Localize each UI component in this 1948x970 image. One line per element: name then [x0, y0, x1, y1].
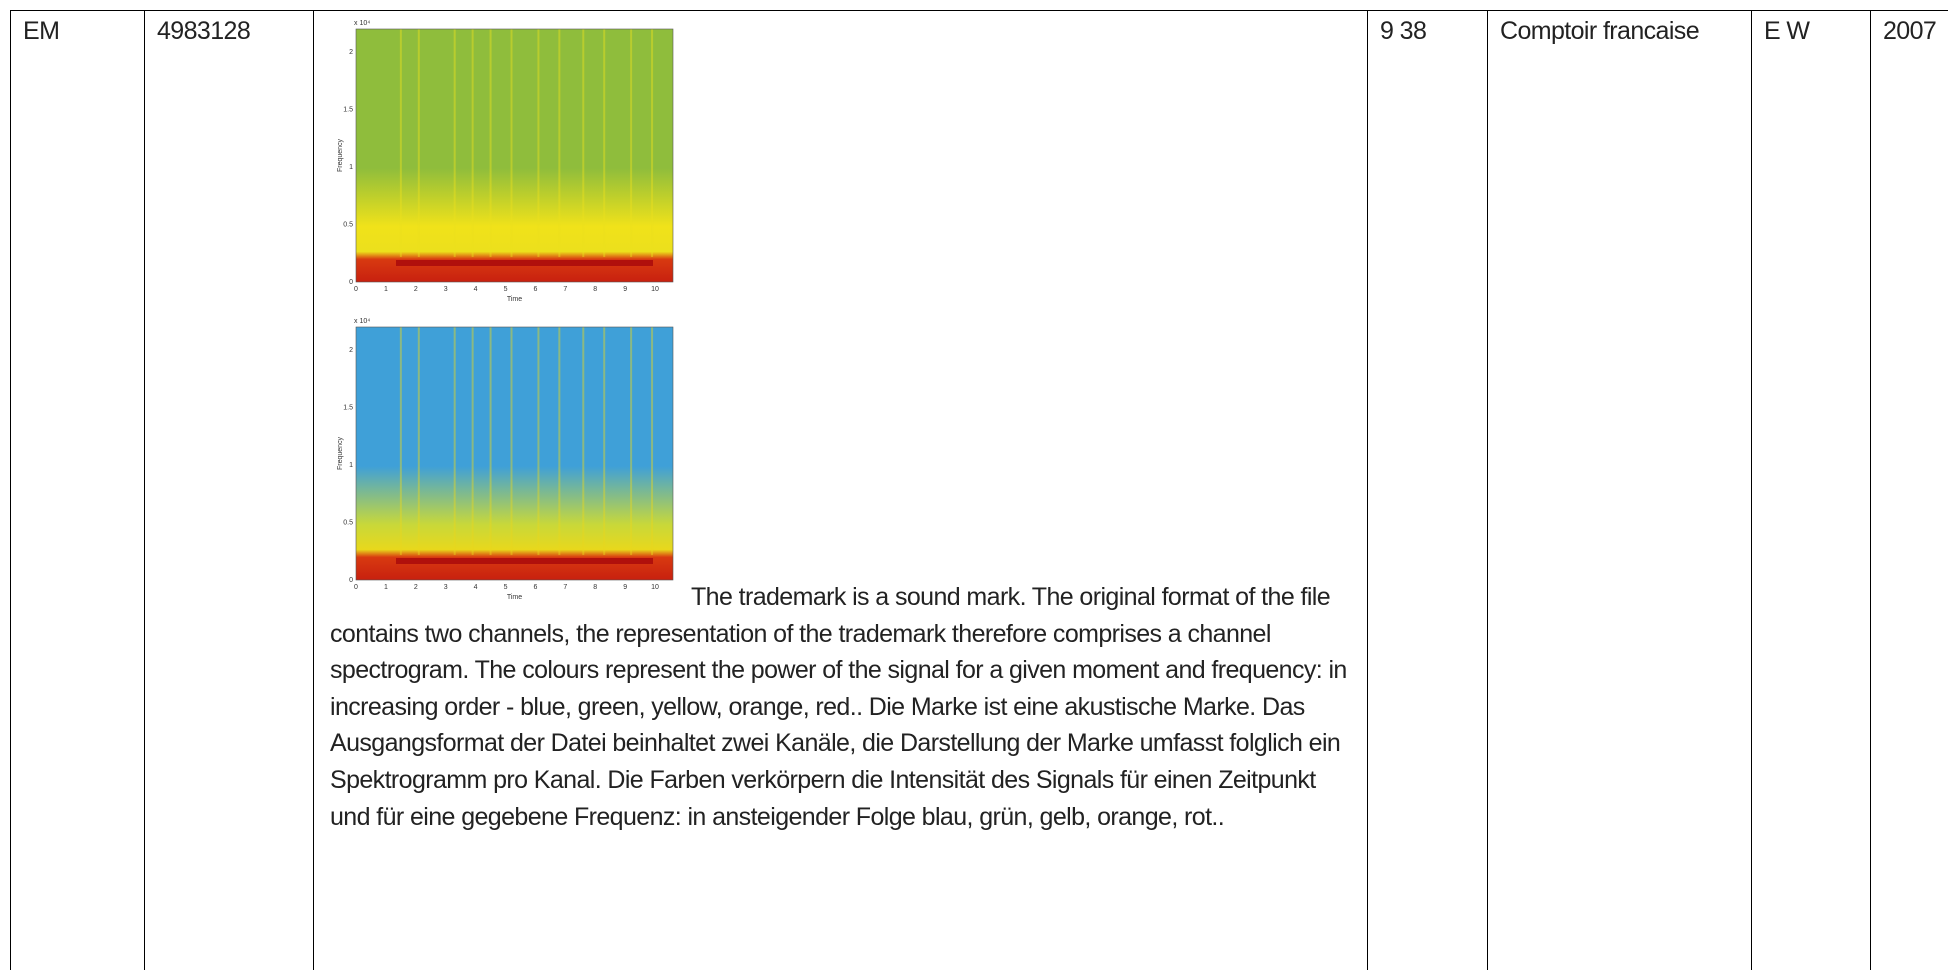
y-label: Frequency	[337, 138, 344, 172]
x-tick-label: 9	[623, 584, 627, 591]
description: The trademark is a sound mark. The origi…	[330, 583, 1347, 831]
x-tick-label: 2	[414, 584, 418, 591]
x-tick-label: 5	[504, 286, 508, 293]
y-tick-label: 0.5	[343, 222, 353, 229]
x-tick-label: 5	[504, 584, 508, 591]
exponent: x 10⁴	[354, 20, 370, 27]
exponent: x 10⁴	[354, 318, 370, 325]
year-cell: 2007	[1870, 10, 1948, 970]
x-tick-label: 8	[593, 286, 597, 293]
band	[396, 260, 653, 266]
frame	[355, 28, 674, 283]
x-label: Time	[507, 296, 522, 303]
x-tick-label: 3	[444, 286, 448, 293]
x-tick-label: 2	[414, 286, 418, 293]
x-tick-label: 6	[533, 584, 537, 591]
y-tick-label: 1	[349, 164, 353, 171]
kind-cell: EM	[10, 10, 144, 970]
y-tick-label: 2	[349, 347, 353, 354]
y-tick-label: 1.5	[343, 405, 353, 412]
x-label: Time	[507, 594, 522, 601]
y-tick-label: 0.5	[343, 520, 353, 527]
x-tick-label: 7	[563, 286, 567, 293]
y-tick-label: 2	[349, 49, 353, 56]
x-tick-label: 10	[651, 584, 659, 591]
band	[396, 558, 653, 564]
number: 4983128	[157, 17, 251, 45]
frame	[355, 326, 674, 581]
classes: 9 38	[1380, 17, 1427, 45]
x-tick-label: 0	[354, 584, 358, 591]
x-tick-label: 3	[444, 584, 448, 591]
owner-cell: Comptoir francaise	[1487, 10, 1751, 970]
owner: Comptoir francaise	[1500, 17, 1700, 45]
y-label: Frequency	[337, 436, 344, 470]
languages: E W	[1764, 17, 1810, 45]
spectrogram-image: x 10⁴ Frequency Time 0 0.5 1 1.5 2 0 1 2 3 4 5 6 7 8 9 10	[337, 318, 674, 601]
x-tick-label: 7	[563, 584, 567, 591]
page: EM 4983128 x 10⁴ Frequency Time 0 0.5 1 1.5 2 0 1…	[10, 10, 1948, 970]
number-cell: 4983128	[144, 10, 313, 970]
y-tick-label: 1.5	[343, 107, 353, 114]
description-cell: x 10⁴ Frequency Time 0 0.5 1 1.5 2 0 1 2 3 4 5 6 7 8 9 10 …	[313, 10, 1367, 970]
x-tick-label: 8	[593, 584, 597, 591]
x-tick-label: 4	[474, 584, 478, 591]
x-tick-label: 6	[533, 286, 537, 293]
x-tick-label: 1	[384, 286, 388, 293]
languages-cell: E W	[1751, 10, 1870, 970]
plot-area	[356, 327, 673, 580]
kind: EM	[23, 17, 60, 45]
x-tick-label: 1	[384, 584, 388, 591]
y-tick-label: 0	[349, 279, 353, 286]
year: 2007	[1883, 17, 1937, 45]
plot-area	[356, 29, 673, 282]
x-tick-label: 10	[651, 286, 659, 293]
y-tick-label: 0	[349, 577, 353, 584]
x-tick-label: 4	[474, 286, 478, 293]
x-tick-label: 0	[354, 286, 358, 293]
classes-cell: 9 38	[1367, 10, 1487, 970]
spectrogram-image: x 10⁴ Frequency Time 0 0.5 1 1.5 2 0 1 2 3 4 5 6 7 8 9 10	[337, 20, 674, 303]
x-tick-label: 9	[623, 286, 627, 293]
y-tick-label: 1	[349, 462, 353, 469]
